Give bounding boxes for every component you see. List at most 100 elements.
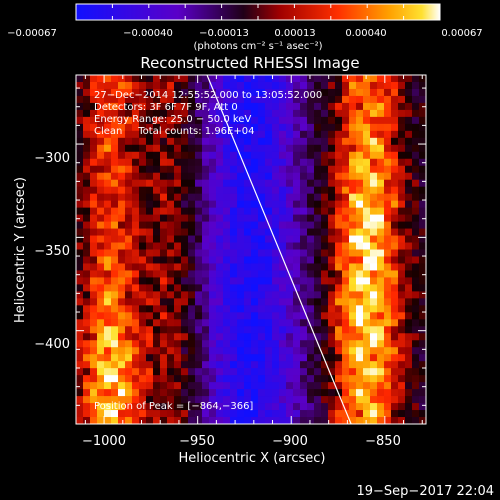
heatmap-cell (349, 319, 357, 327)
heatmap-cell (391, 284, 399, 292)
heatmap-cell (321, 382, 329, 390)
heatmap-cell (202, 242, 210, 251)
heatmap-cell (216, 116, 224, 125)
heatmap-cell (230, 277, 238, 285)
heatmap-cell (391, 102, 399, 111)
heatmap-cell (83, 172, 91, 181)
heatmap-cell (195, 326, 203, 334)
heatmap-cell (391, 305, 399, 313)
heatmap-cell (391, 417, 399, 424)
heatmap-cell (307, 130, 315, 139)
heatmap-cell (160, 102, 168, 111)
heatmap-cell (328, 116, 336, 125)
heatmap-cell (258, 410, 266, 418)
heatmap-cell (412, 326, 420, 334)
heatmap-cell (258, 361, 266, 369)
heatmap-cell (132, 207, 140, 216)
heatmap-cell (377, 207, 385, 216)
x-axis-label: Heliocentric X (arcsec) (179, 451, 326, 466)
heatmap-cell (195, 95, 203, 104)
heatmap-cell (419, 172, 426, 181)
heatmap-cell (104, 291, 112, 299)
heatmap-cell (237, 256, 245, 265)
heatmap-cell (111, 354, 119, 362)
heatmap-cell (293, 368, 301, 376)
heatmap-cell (370, 123, 378, 132)
heatmap-cell (167, 214, 175, 223)
heatmap-cell (195, 368, 203, 376)
heatmap-cell (356, 151, 364, 160)
heatmap-cell (237, 116, 245, 125)
heatmap-cell (153, 200, 161, 209)
heatmap-cell (244, 403, 252, 411)
heatmap-cell (209, 81, 217, 90)
heatmap-cell (209, 130, 217, 139)
heatmap-cell (370, 235, 378, 244)
heatmap-cell (97, 75, 105, 83)
heatmap-cell (293, 284, 301, 292)
heatmap-cell (223, 214, 231, 223)
heatmap-cell (195, 403, 203, 411)
heatmap-cell (412, 81, 420, 90)
heatmap-cell (90, 137, 98, 146)
heatmap-cell (167, 270, 175, 279)
heatmap-cell (181, 221, 189, 230)
heatmap-cell (370, 389, 378, 397)
heatmap-cell (419, 207, 426, 216)
heatmap-cell (125, 235, 133, 244)
heatmap-cell (181, 116, 189, 125)
heatmap-cell (314, 200, 322, 209)
heatmap-cell (132, 410, 140, 418)
heatmap-cell (139, 277, 147, 285)
heatmap-cell (118, 200, 126, 209)
heatmap-cell (342, 270, 350, 279)
heatmap-cell (153, 193, 161, 202)
heatmap-cell (328, 130, 336, 139)
heatmap-cell (174, 403, 182, 411)
heatmap-cell (349, 312, 357, 320)
heatmap-cell (321, 312, 329, 320)
heatmap-cell (216, 263, 224, 272)
heatmap-cell (118, 123, 126, 132)
heatmap-cell (139, 137, 147, 146)
heatmap-cell (279, 326, 287, 334)
heatmap-cell (265, 249, 273, 258)
heatmap-cell (153, 214, 161, 223)
heatmap-cell (342, 214, 350, 223)
heatmap-cell (195, 123, 203, 132)
heatmap-cell (405, 305, 413, 313)
heatmap-cell (419, 109, 426, 118)
heatmap-cell (251, 382, 259, 390)
heatmap-cell (398, 326, 406, 334)
heatmap-cell (377, 375, 385, 383)
heatmap-cell (314, 333, 322, 341)
heatmap-cell (377, 284, 385, 292)
heatmap-cell (237, 277, 245, 285)
heatmap-cell (153, 137, 161, 146)
heatmap-cell (405, 396, 413, 404)
heatmap-cell (174, 382, 182, 390)
heatmap-cell (286, 263, 294, 272)
heatmap-cell (265, 116, 273, 125)
heatmap-cell (370, 109, 378, 118)
heatmap-cell (111, 319, 119, 327)
heatmap-cell (293, 151, 301, 160)
heatmap-cell (286, 165, 294, 174)
heatmap-cell (300, 95, 308, 104)
heatmap-cell (244, 305, 252, 313)
heatmap-cell (335, 263, 343, 272)
heatmap-cell (293, 102, 301, 111)
heatmap-cell (321, 333, 329, 341)
heatmap-cell (377, 396, 385, 404)
heatmap-cell (356, 235, 364, 244)
heatmap-cell (83, 95, 91, 104)
heatmap-cell (314, 417, 322, 424)
heatmap-cell (377, 158, 385, 167)
heatmap-cell (174, 214, 182, 223)
heatmap-cell (139, 375, 147, 383)
heatmap-cell (223, 347, 231, 355)
heatmap-cell (209, 319, 217, 327)
heatmap-cell (202, 340, 210, 348)
heatmap-cell (202, 382, 210, 390)
heatmap-cell (321, 123, 329, 132)
